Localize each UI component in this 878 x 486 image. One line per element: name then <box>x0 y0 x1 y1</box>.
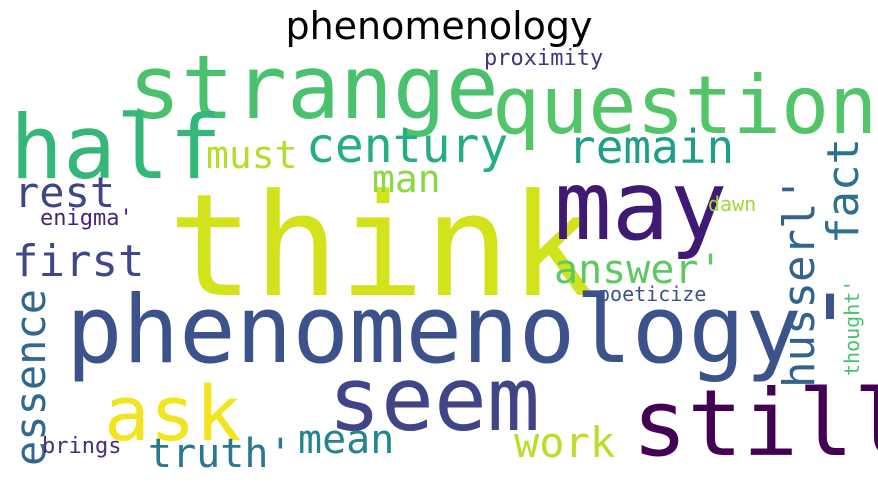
cloud-word-brings: brings <box>42 434 122 459</box>
cloud-word-remain: remain <box>568 120 735 174</box>
cloud-word-strange: strange <box>128 36 499 139</box>
cloud-word-fact: fact <box>818 138 869 244</box>
cloud-word-first: first <box>12 236 145 287</box>
cloud-word-enigma: enigma' <box>40 206 133 231</box>
cloud-word-dawn: dawn <box>708 192 757 216</box>
cloud-word-ask: ask <box>104 369 242 458</box>
cloud-word-century: century <box>306 118 509 174</box>
cloud-word-mean: mean <box>298 417 395 463</box>
cloud-word-thought: thought' <box>840 279 864 376</box>
cloud-word-must: must <box>206 133 298 177</box>
cloud-word-husserl: husserl' <box>774 176 825 388</box>
cloud-word-still: still <box>632 370 878 477</box>
cloud-word-think: think <box>168 164 596 329</box>
cloud-word-rest: rest <box>14 168 116 217</box>
cloud-word-seem: seem <box>328 348 540 451</box>
cloud-word-half: half <box>10 96 222 199</box>
cloud-word-poeticize: poeticize <box>598 282 707 306</box>
cloud-word-question: question <box>492 59 878 152</box>
cloud-word-truth: truth' <box>148 431 293 477</box>
cloud-word-work: work <box>514 418 616 467</box>
cloud-word-man: man <box>372 157 441 201</box>
cloud-word-answer: answer' <box>554 247 723 293</box>
cloud-word-proximity: proximity <box>484 46 604 71</box>
cloud-word-may: may <box>554 150 728 262</box>
cloud-word-phenomenology: phenomenology' <box>66 276 859 385</box>
word-cloud: think strange question half may phenomen… <box>6 44 878 478</box>
page-title: phenomenology <box>285 4 593 48</box>
